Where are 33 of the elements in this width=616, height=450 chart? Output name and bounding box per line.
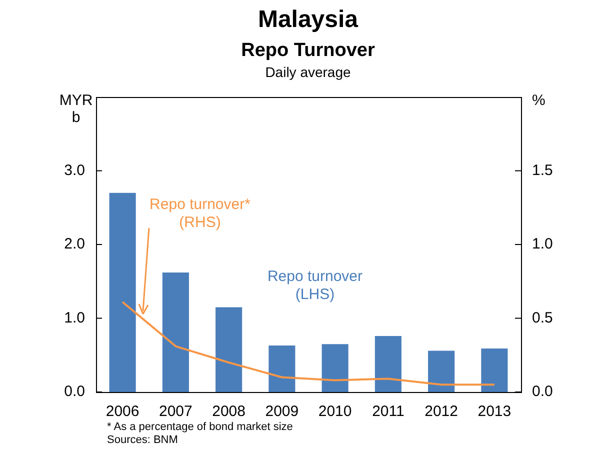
y2-tick-label: 1.0 xyxy=(532,236,553,253)
bar xyxy=(374,336,402,392)
chart-subtitle: Repo Turnover xyxy=(240,40,376,62)
y2-tick-label: 0.5 xyxy=(532,309,553,326)
x-tick-label: 2007 xyxy=(159,403,192,420)
y2-tick-label: 0.0 xyxy=(532,383,553,400)
y-tick-label: 2.0 xyxy=(64,236,85,253)
y-tick-label: 1.0 xyxy=(64,309,85,326)
x-tick-label: 2010 xyxy=(318,403,352,420)
y-axis-title: MYR b xyxy=(58,92,94,126)
bar xyxy=(428,350,455,392)
y-tick-label: 3.0 xyxy=(64,162,85,179)
x-tick-label: 2006 xyxy=(106,403,140,420)
x-tick-label: 2012 xyxy=(424,403,458,420)
text: Daily average xyxy=(264,64,352,80)
x-tick-label: 2008 xyxy=(212,403,246,420)
bar xyxy=(109,192,136,392)
x-tick-label: 2013 xyxy=(478,403,512,420)
y2-tick-label: 1.5 xyxy=(532,162,553,179)
y2-axis-title: % xyxy=(532,92,546,109)
bar xyxy=(268,346,296,392)
text: Repo turnover* (RHS) xyxy=(148,196,252,232)
chart-title: Malaysia xyxy=(256,6,360,34)
bar xyxy=(481,348,508,392)
x-tick-label: 2009 xyxy=(265,403,299,420)
series-label: Repo turnover (LHS) xyxy=(266,268,364,304)
source-note: Sources: BNM xyxy=(107,434,178,446)
y-tick-label: 0.0 xyxy=(64,383,85,400)
bar xyxy=(162,272,189,392)
bar xyxy=(322,344,348,392)
bar xyxy=(216,307,242,392)
text: * As a percentage of bond market size xyxy=(107,421,293,433)
x-tick-label: 2011 xyxy=(372,403,404,420)
